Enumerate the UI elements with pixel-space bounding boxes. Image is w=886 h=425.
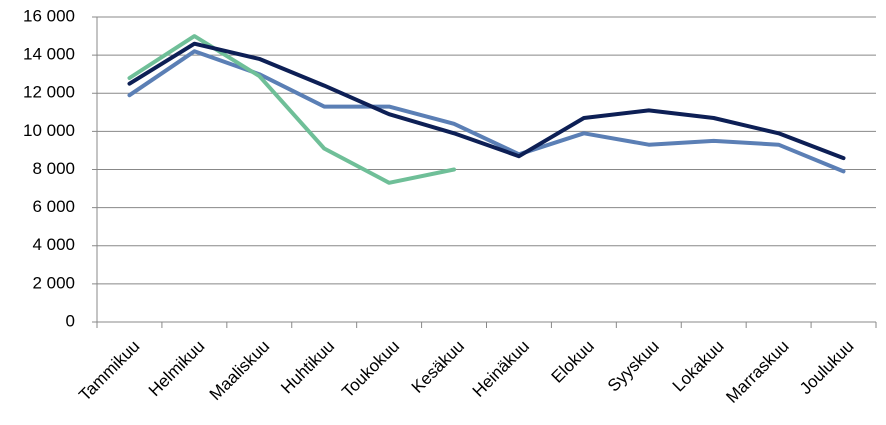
x-tick-label: Joulukuu [796, 337, 858, 399]
x-tick-label: Lokakuu [669, 337, 728, 396]
y-tick-label: 6 000 [32, 197, 75, 216]
x-tick-label: Syyskuu [604, 337, 663, 396]
y-tick-label: 0 [66, 311, 75, 330]
x-tick-label: Kesäkuu [408, 337, 468, 397]
series-line [127, 41, 846, 161]
x-tick-label: Tammikuu [75, 337, 143, 405]
x-tick-label: Toukokuu [338, 337, 403, 402]
y-tick-label: 8 000 [32, 159, 75, 178]
y-tick-label: 12 000 [23, 83, 75, 102]
x-tick-label: Heinäkuu [469, 337, 533, 401]
y-tick-label: 2 000 [32, 273, 75, 292]
y-tick-label: 4 000 [32, 235, 75, 254]
x-tick-label: Elokuu [548, 337, 598, 387]
series-line [127, 34, 456, 185]
series-line [127, 49, 846, 174]
y-tick-label: 14 000 [23, 45, 75, 64]
x-tick-label: Huhtikuu [277, 337, 338, 398]
x-tick-label: Helmikuu [145, 337, 209, 401]
y-tick-label: 16 000 [23, 6, 75, 25]
x-tick-label: Marraskuu [722, 337, 792, 407]
y-tick-label: 10 000 [23, 121, 75, 140]
x-tick-label: Maaliskuu [206, 337, 274, 405]
